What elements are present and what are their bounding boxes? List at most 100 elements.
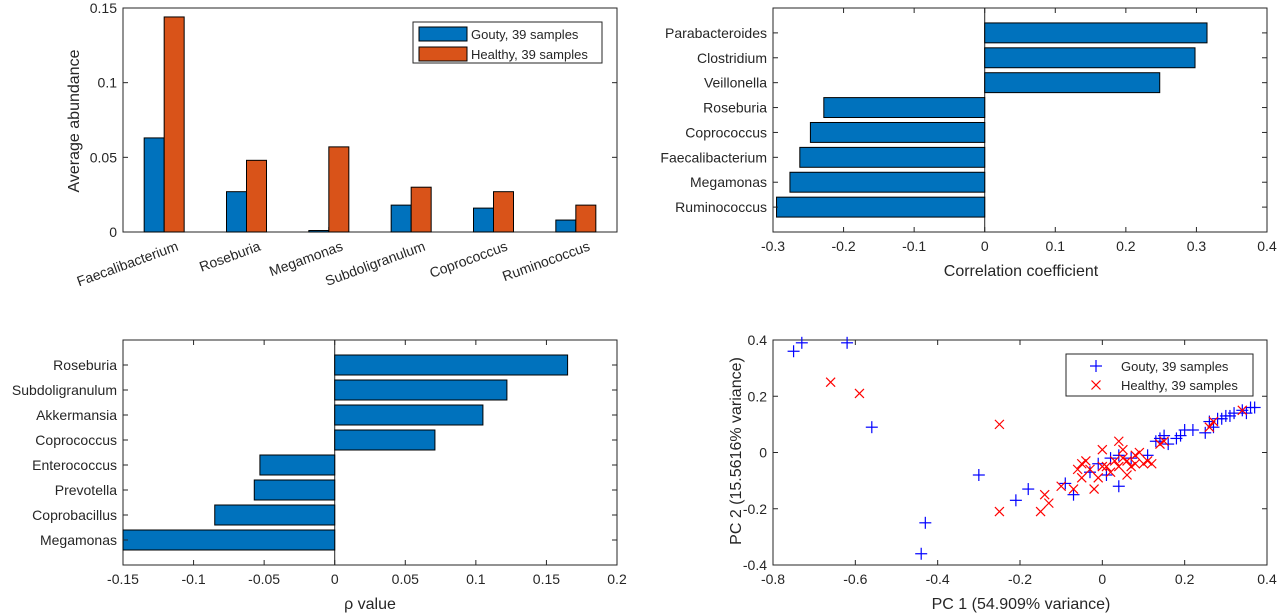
marker-stroke xyxy=(1080,456,1091,466)
x-tick-label: 0.2 xyxy=(1175,571,1195,587)
point-healthy xyxy=(1089,484,1100,494)
point-healthy xyxy=(854,388,865,399)
y-axis-label: PC 2 (15.5616% variance) xyxy=(728,357,745,545)
bar-healthy-coprococcus xyxy=(493,191,514,233)
marker-stroke xyxy=(1204,422,1215,433)
marker-stroke xyxy=(994,419,1005,430)
point-gouty xyxy=(1059,477,1072,490)
point-gouty xyxy=(1125,452,1138,465)
point-healthy xyxy=(1035,506,1046,517)
panel-rho-value: ρ value -0.15 -0.1 -0.05 0 0.05 0.1 0.15 0.2 Ros… xyxy=(12,339,627,613)
point-healthy xyxy=(1080,456,1091,466)
legend: Gouty, 39 samples Healthy, 39 samples xyxy=(1065,353,1254,397)
y-tick-label: Megamonas xyxy=(690,174,767,190)
x-tick-label: Ruminococcus xyxy=(500,238,592,284)
marker-stroke xyxy=(1072,464,1083,475)
point-healthy xyxy=(1097,461,1108,472)
y-tick-label: Parabacteroides xyxy=(665,25,767,41)
x-tick-label: Roseburia xyxy=(197,238,263,275)
point-gouty xyxy=(841,336,854,349)
x-tick-label: -0.15 xyxy=(107,571,139,587)
point-healthy xyxy=(1097,444,1108,455)
x-tick-label: -0.2 xyxy=(1008,571,1032,587)
legend-swatch-healthy xyxy=(418,46,468,62)
legend-swatch-gouty xyxy=(418,26,468,42)
x-tick-label: 0 xyxy=(981,238,989,254)
bar-healthy-roseburia xyxy=(246,159,267,233)
y-tick-label: 0.2 xyxy=(748,388,768,404)
bar-ruminococcus xyxy=(776,196,986,218)
y-tick-label: Faecalibacterium xyxy=(660,149,767,165)
point-healthy xyxy=(1159,436,1170,447)
marker-stroke xyxy=(1113,461,1124,472)
y-tick-label: -0.4 xyxy=(743,557,767,573)
point-healthy xyxy=(1155,439,1165,449)
y-tick-label: -0.2 xyxy=(743,501,767,517)
point-healthy xyxy=(1076,458,1087,469)
point-healthy xyxy=(1122,456,1132,466)
bar-roseburia xyxy=(823,97,986,119)
bar-subdoligranulum xyxy=(334,379,508,401)
point-gouty xyxy=(1022,483,1035,496)
point-gouty xyxy=(1228,407,1241,420)
y-tick-label: Veillonella xyxy=(704,75,767,91)
marker-stroke xyxy=(1089,484,1100,494)
x-tick-label: 0.15 xyxy=(533,571,560,587)
marker-stroke xyxy=(1138,458,1149,469)
marker-stroke xyxy=(854,388,865,399)
marker-stroke xyxy=(1039,489,1050,500)
marker-stroke xyxy=(1117,444,1128,455)
x-tick-label: -0.4 xyxy=(926,571,950,587)
point-healthy xyxy=(1072,464,1083,475)
y-tick-label: Roseburia xyxy=(703,100,767,116)
point-healthy xyxy=(1117,453,1128,464)
point-healthy xyxy=(1138,458,1149,469)
plot-frame xyxy=(122,339,618,566)
marker-stroke xyxy=(1109,456,1120,466)
point-gouty xyxy=(1067,488,1080,501)
bar-coprobacillus xyxy=(214,504,336,526)
y-tick-label: Clostridium xyxy=(697,50,767,66)
point-healthy xyxy=(1204,422,1215,433)
point-gouty xyxy=(1083,466,1096,479)
bar-gouty-subdoligranulum xyxy=(390,204,412,233)
y-tick-label: Enterococcus xyxy=(32,457,117,473)
marker-stroke xyxy=(1237,405,1248,416)
marker-stroke xyxy=(1056,481,1067,492)
x-tick-label: Coprococcus xyxy=(427,238,509,281)
marker-stroke xyxy=(1126,461,1137,472)
y-tick-label: 0.1 xyxy=(98,75,118,91)
point-gouty xyxy=(865,421,878,434)
x-tick-label: 0.1 xyxy=(1046,238,1066,254)
point-gouty xyxy=(1112,480,1125,493)
x-axis-label: PC 1 (54.909% variance) xyxy=(932,596,1111,613)
marker-stroke xyxy=(1122,456,1132,466)
bar-healthy-faecalibacterium xyxy=(163,16,185,233)
point-healthy xyxy=(1113,461,1124,472)
x-tick-label: 0.4 xyxy=(1257,571,1277,587)
x-tick-label: 0.1 xyxy=(466,571,486,587)
bar-coprococcus xyxy=(809,121,986,143)
x-tick-label: -0.05 xyxy=(248,571,280,587)
marker-stroke xyxy=(994,506,1005,517)
point-healthy xyxy=(1117,444,1128,455)
panel-correlation-coefficient: Correlation coefficient -0.3 -0.2 -0.1 0 0.1… xyxy=(660,7,1277,280)
marker-stroke xyxy=(1134,447,1145,458)
legend: Gouty, 39 samples Healthy, 39 samples xyxy=(412,21,603,64)
marker-stroke xyxy=(1113,436,1124,447)
x-tick-label: 0.3 xyxy=(1187,238,1207,254)
point-healthy xyxy=(994,506,1005,517)
point-healthy xyxy=(1122,470,1132,480)
bar-prevotella xyxy=(253,479,336,501)
marker-stroke xyxy=(1117,453,1128,464)
y-axis-label: Average abundance xyxy=(66,49,83,192)
point-gouty xyxy=(1092,457,1105,470)
bar-parabacteroides xyxy=(984,22,1208,44)
point-healthy xyxy=(1208,416,1219,427)
marker-stroke xyxy=(825,377,836,388)
x-axis-label: ρ value xyxy=(344,596,396,613)
marker-stroke xyxy=(1068,484,1079,494)
y-tick-label: Akkermansia xyxy=(36,407,117,423)
bar-healthy-ruminococcus xyxy=(575,204,597,233)
x-tick-label: 0.4 xyxy=(1257,238,1277,254)
